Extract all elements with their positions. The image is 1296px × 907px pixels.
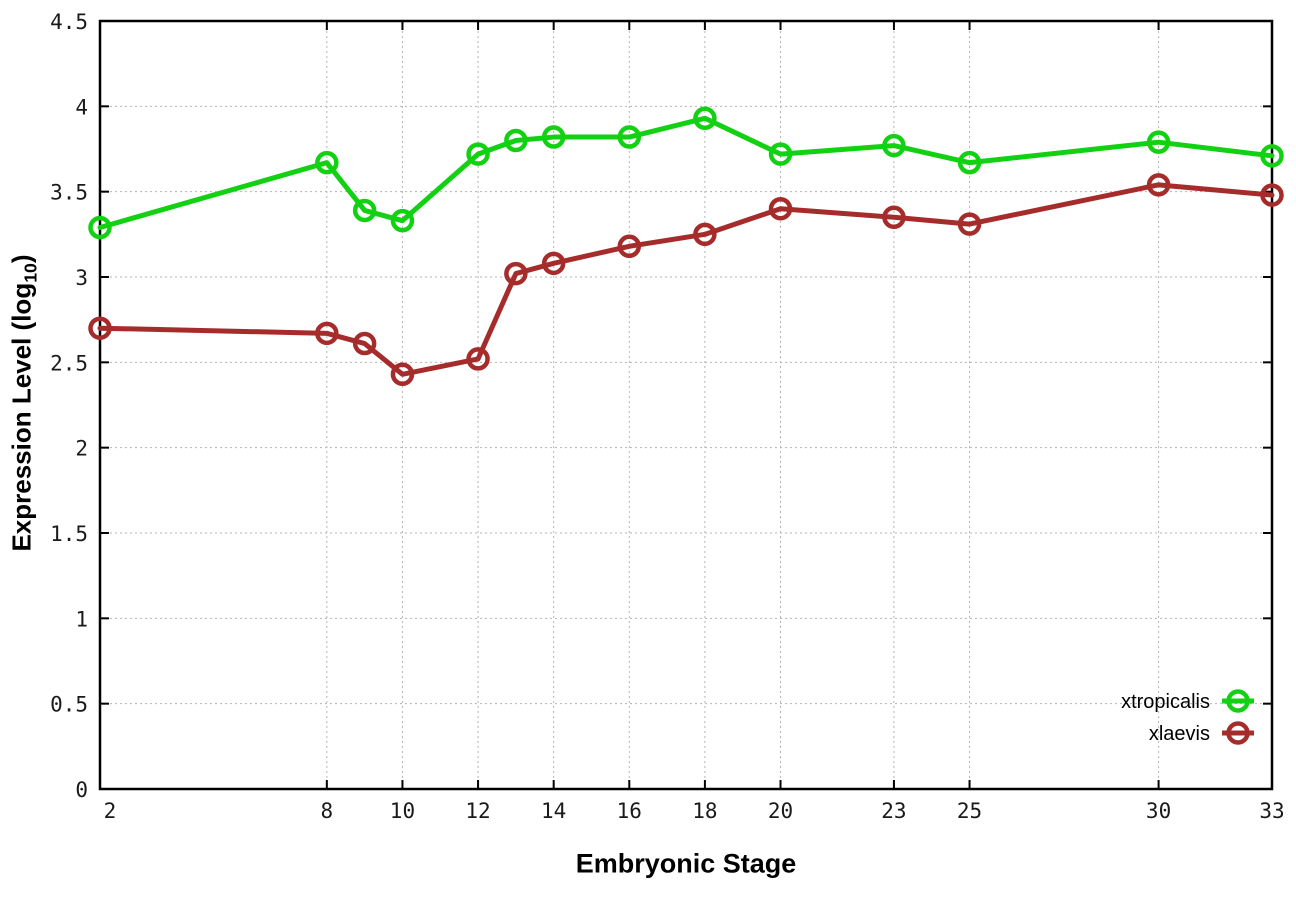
data-point-marker-xtropicalis [617, 125, 642, 149]
data-point-marker-xlaevis [1260, 183, 1284, 207]
data-point-marker-xlaevis [957, 212, 982, 236]
plot-border [98, 19, 1274, 791]
data-point-marker-xlaevis [390, 362, 415, 387]
x-tick-label: 30 [1146, 799, 1171, 823]
data-point-marker-xlaevis [617, 234, 642, 259]
y-axis-title: Expression Level (log10) [6, 254, 41, 551]
x-tick-label: 33 [1259, 799, 1284, 823]
x-tick-label: 10 [390, 799, 415, 823]
y-axis-title-text: Expression Level (log [6, 282, 37, 552]
data-point-marker-xtropicalis [1260, 144, 1284, 168]
data-point-marker-xlaevis [882, 205, 906, 230]
legend-label-xlaevis: xlaevis [1149, 723, 1210, 745]
data-point-marker-xtropicalis [693, 106, 717, 131]
y-tick-label: 1 [75, 607, 88, 631]
y-axis-title-suffix: ) [6, 254, 37, 264]
data-point-marker-xtropicalis [88, 215, 112, 240]
series-line-xlaevis [97, 182, 1275, 377]
x-tick-label: 25 [957, 799, 982, 823]
x-tick-label: 18 [692, 799, 717, 823]
x-axis-title: Embryonic Stage [575, 848, 797, 879]
data-point-marker-xtropicalis [957, 150, 982, 175]
data-point-marker-xlaevis [88, 316, 112, 340]
y-tick-label: 4.5 [50, 10, 88, 34]
data-point-marker-xtropicalis [315, 150, 339, 175]
x-tick-label: 2 [104, 799, 117, 823]
data-point-marker-xlaevis [315, 321, 339, 346]
y-tick-label: 2 [75, 437, 88, 461]
data-point-marker-xtropicalis [1146, 130, 1171, 154]
y-axis-title-subscript: 10 [20, 263, 41, 283]
series-line-xtropicalis [97, 115, 1275, 231]
y-tick-label: 3 [75, 266, 88, 290]
legend-marker-icon-xtropicalis [1226, 689, 1250, 713]
legend-label-xtropicalis: xtropicalis [1121, 691, 1210, 713]
y-tick-label: 3.5 [50, 181, 88, 205]
y-tick-label: 0 [75, 778, 88, 802]
data-point-marker-xlaevis [466, 347, 490, 371]
data-point-marker-xlaevis [693, 222, 717, 247]
data-point-marker-xlaevis [541, 251, 566, 276]
x-tick-label: 20 [768, 799, 793, 823]
y-tick-label: 0.5 [50, 693, 88, 717]
data-point-marker-xtropicalis [390, 208, 415, 233]
y-tick-label: 1.5 [50, 522, 88, 546]
y-tick-label: 4 [75, 95, 88, 119]
data-point-marker-xlaevis [352, 331, 377, 356]
data-point-marker-xtropicalis [541, 125, 566, 149]
data-point-marker-xlaevis [768, 196, 793, 221]
data-point-marker-xlaevis [504, 261, 528, 286]
data-point-marker-xtropicalis [504, 128, 528, 153]
legend-marker-icon-xlaevis [1226, 721, 1250, 745]
x-tick-label: 8 [321, 799, 334, 823]
data-point-marker-xtropicalis [882, 133, 906, 158]
x-tick-label: 14 [541, 799, 566, 823]
y-tick-label: 2.5 [50, 351, 88, 375]
data-point-marker-xtropicalis [768, 142, 793, 166]
x-tick-label: 16 [617, 799, 642, 823]
data-point-marker-xtropicalis [466, 142, 490, 166]
x-tick-label: 12 [465, 799, 490, 823]
data-point-marker-xtropicalis [352, 198, 377, 223]
data-point-marker-xlaevis [1146, 173, 1171, 197]
x-tick-label: 23 [881, 799, 906, 823]
